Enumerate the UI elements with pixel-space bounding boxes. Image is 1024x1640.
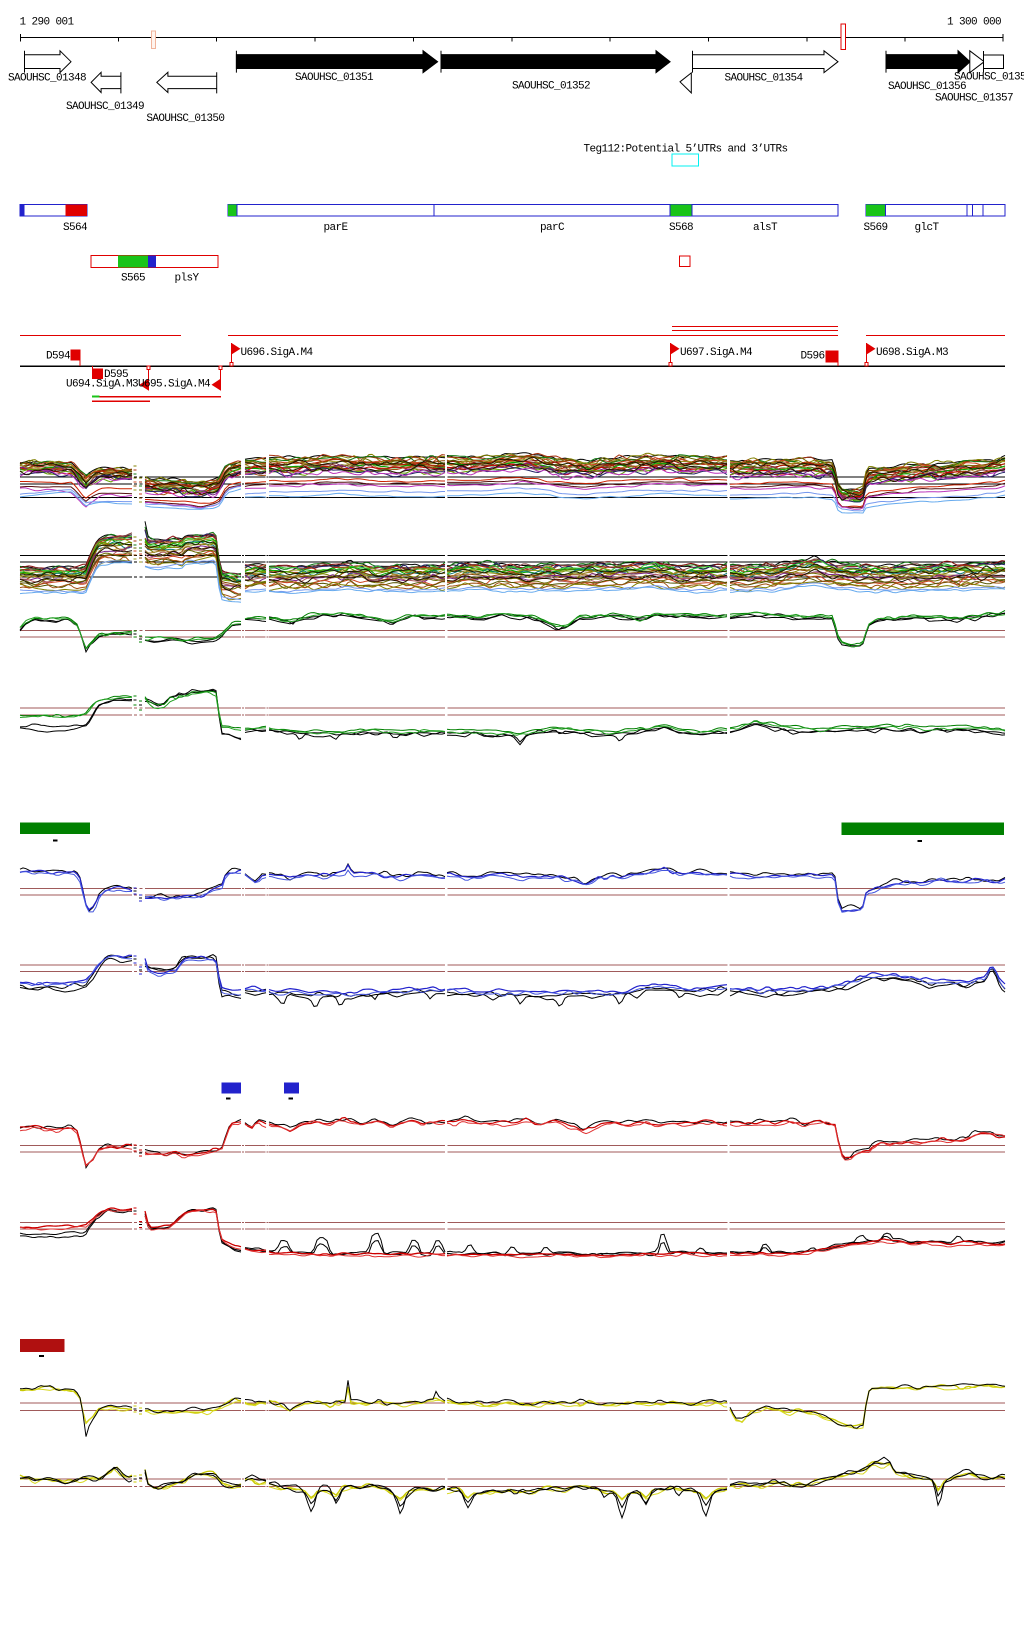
svg-text:S565: S565 (121, 272, 145, 284)
svg-text:U695.SigA.M4: U695.SigA.M4 (138, 378, 211, 390)
svg-text:alsT: alsT (753, 222, 778, 234)
svg-text:U697.SigA.M4: U697.SigA.M4 (680, 347, 753, 359)
svg-text:SAOUHSC_01351: SAOUHSC_01351 (295, 72, 374, 84)
svg-text:U696.SigA.M4: U696.SigA.M4 (241, 347, 314, 359)
svg-text:parC: parC (540, 222, 565, 234)
svg-text:D596: D596 (801, 350, 825, 362)
svg-text:S564: S564 (63, 222, 88, 234)
svg-text:1 290 001: 1 290 001 (20, 17, 75, 29)
svg-text:S568: S568 (669, 222, 693, 234)
svg-text:S569: S569 (864, 222, 888, 234)
svg-text:1 300 000: 1 300 000 (947, 17, 1001, 29)
svg-text:D594: D594 (46, 350, 71, 362)
svg-text:parE: parE (324, 222, 349, 234)
svg-text:SAOUHSC_01349: SAOUHSC_01349 (66, 101, 144, 113)
svg-text:SAOUHSC_01355: SAOUHSC_01355 (954, 72, 1024, 84)
svg-text:SAOUHSC_01356: SAOUHSC_01356 (888, 81, 966, 93)
svg-text:plsY: plsY (175, 272, 200, 284)
svg-text:SAOUHSC_01352: SAOUHSC_01352 (512, 81, 590, 93)
svg-text:glcT: glcT (915, 222, 940, 234)
svg-text:SAOUHSC_01357: SAOUHSC_01357 (935, 93, 1013, 105)
svg-text:SAOUHSC_01350: SAOUHSC_01350 (146, 113, 224, 125)
svg-text:SAOUHSC_01354: SAOUHSC_01354 (725, 72, 804, 84)
svg-text:D595: D595 (104, 369, 128, 381)
svg-text:U694.SigA.M3: U694.SigA.M3 (66, 378, 138, 390)
svg-text:U698.SigA.M3: U698.SigA.M3 (876, 347, 948, 359)
svg-text:Teg112:Potential 5’UTRs and 3’: Teg112:Potential 5’UTRs and 3’UTRs (584, 144, 788, 156)
svg-text:SAOUHSC_01348: SAOUHSC_01348 (8, 72, 86, 84)
